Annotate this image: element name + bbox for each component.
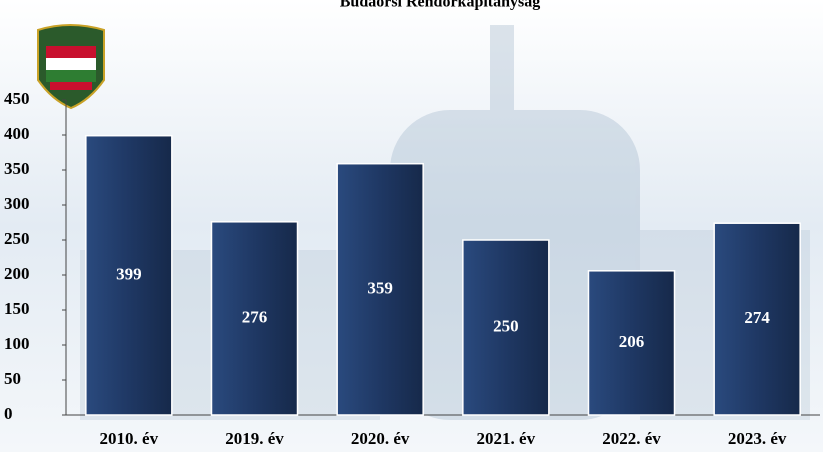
x-tick-label: 2019. év [225,429,284,448]
y-tick-label: 0 [4,404,13,423]
bar [462,239,550,416]
y-tick-label: 100 [4,334,30,353]
bar [210,221,299,416]
x-tick-label: 2023. év [728,429,787,448]
police-emblem [37,24,105,110]
x-tick-label: 2020. év [351,429,410,448]
y-tick-label: 150 [4,299,30,318]
y-tick-label: 50 [4,369,21,388]
x-tick-label: 2010. év [100,429,159,448]
y-tick-label: 350 [4,159,30,178]
x-tick-label: 2022. év [602,429,661,448]
bar [336,162,424,416]
value-label: 359 [367,278,393,297]
value-label: 250 [493,316,519,335]
y-tick-label: 250 [4,229,30,248]
x-tick-label: 2021. év [477,429,536,448]
bar [713,222,801,416]
chart-title: Budaörsi Rendőrkapitányság [340,0,541,11]
y-tick-label: 400 [4,124,30,143]
bar [85,134,173,416]
value-label: 399 [116,264,142,283]
value-label: 206 [619,332,645,351]
y-tick-label: 300 [4,194,30,213]
value-label: 276 [242,307,268,326]
y-tick-label: 200 [4,264,30,283]
bar [587,270,676,416]
value-label: 274 [744,308,770,327]
y-tick-label: 450 [4,89,30,108]
